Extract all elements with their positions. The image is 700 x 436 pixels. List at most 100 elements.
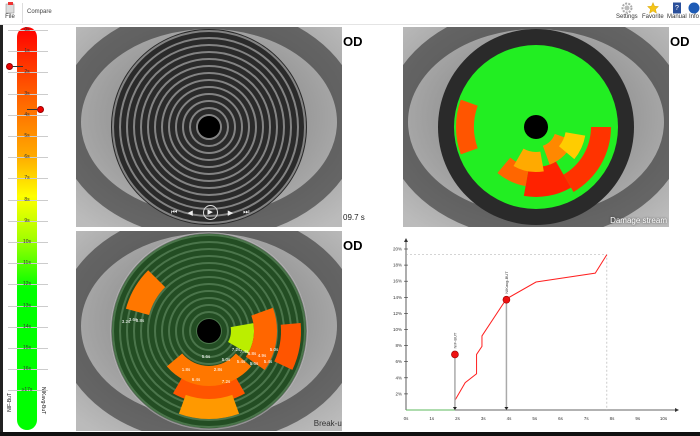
damage-segment [563, 127, 611, 192]
eye-side-label: OD [343, 34, 363, 49]
skip-forward-icon[interactable]: ⏭ [243, 208, 250, 216]
segment-time-label: 3.8s [136, 318, 145, 323]
breakup-map-image: 3.2s3.6s3.8s7.2s 7.4s 6.8s 4.9s5.6s5.0s 5.4s… [76, 231, 342, 431]
scale-tick-label: 6s [24, 154, 30, 161]
scale-tick-label: ≥17s [21, 387, 33, 394]
divider [22, 3, 23, 23]
svg-text:?: ? [675, 5, 679, 12]
scale-tick-label: 16s [22, 366, 32, 373]
nif-but-label: NIF-BuT [7, 393, 13, 412]
segment-time-label: 3.2s [122, 319, 131, 324]
placido-ring [189, 107, 229, 147]
breakup-segment [178, 394, 240, 419]
marker-line [27, 109, 37, 110]
x-tick-label: 2s [455, 416, 461, 421]
y-tick-label: 10% [393, 327, 402, 332]
x-tick-label: 4s [507, 416, 513, 421]
x-tick-label: 10s [660, 416, 668, 421]
x-tick-label: 0s [404, 416, 410, 421]
damage-stream-image [403, 27, 669, 227]
damage-stream-panel[interactable]: Damage stream [403, 27, 669, 227]
breakup-segment [166, 353, 252, 386]
placido-ring [175, 93, 243, 161]
placido-ring [133, 51, 285, 203]
breakup-segment [245, 307, 277, 371]
placido-ring [112, 30, 306, 224]
favorite-label: Favorite [642, 14, 664, 20]
file-label: File [5, 14, 15, 20]
manual-button[interactable]: ? Manual [667, 2, 687, 20]
x-tick-label: 9s [635, 416, 641, 421]
breakup-map-label: Break-up map [313, 419, 342, 428]
scale-tick-label: 2s [24, 69, 30, 76]
breakup-chart: 2% 4% 6% 8% 10% 12% 14% 16% 18% 20% 0s 1s 2s 3s 4s 5s 6s… [393, 238, 679, 421]
settings-button[interactable]: Settings [616, 2, 638, 20]
nif-but-marker [6, 63, 13, 70]
x-tick-label: 7s [584, 416, 590, 421]
pupil [198, 116, 220, 138]
x-axis-arrow [675, 408, 679, 412]
breakup-segment [228, 323, 255, 354]
segment-time-label: 5.0s [222, 357, 231, 362]
toolbar: File Compare Settings Favorite ? Manual … [0, 0, 700, 25]
breakup-segment [274, 322, 301, 370]
scale-tick [8, 263, 48, 265]
segment-time-label: 7.2s [222, 379, 231, 384]
damage-segment [456, 99, 478, 155]
segment-time-label: 6.4s [192, 377, 201, 382]
scale-tick-label: 0s [24, 27, 30, 33]
favorite-button[interactable]: Favorite [642, 2, 664, 20]
scale-tick [8, 348, 48, 349]
segment-time-label: 1.8s [182, 367, 191, 372]
eye-placido-image [76, 27, 342, 227]
x-tick-label: 3s [481, 416, 487, 421]
damage-segment [558, 132, 586, 160]
playback-controls: ⏮ ◀ ▶ ▶ ⏭ [171, 205, 249, 220]
x-tick-label: 5s [532, 416, 538, 421]
placido-ring [182, 100, 236, 154]
y-tick-label: 14% [393, 295, 402, 300]
info-icon [688, 2, 700, 14]
scale-tick [8, 51, 48, 53]
step-forward-icon[interactable]: ▶ [227, 209, 234, 217]
segment-time-label: 7.2s [232, 347, 241, 352]
but-marker-label: NIKavg-BUT [504, 271, 509, 294]
but-marker-point [502, 295, 511, 304]
scale-tick [8, 369, 48, 371]
scale-tick [8, 305, 48, 307]
file-menu[interactable]: File [4, 2, 16, 20]
x-tick-label: 1s [429, 416, 435, 421]
skip-back-icon[interactable]: ⏮ [171, 208, 178, 216]
nikavg-but-label: NIKavg-BuT [40, 387, 46, 415]
scale-tick [8, 220, 48, 222]
scale-tick-label: 1s [24, 48, 30, 55]
y-axis-arrow [404, 238, 408, 242]
scale-tick-label: 14s [22, 323, 32, 330]
step-back-icon[interactable]: ◀ [187, 209, 193, 217]
marker-arrow [452, 407, 457, 410]
compare-button[interactable]: Compare [27, 9, 52, 15]
segment-time-label: 4.9s [258, 353, 267, 358]
scale-tick-label: 15s [22, 345, 32, 351]
video-panel[interactable]: ⏮ ◀ ▶ ▶ ⏭ [76, 27, 342, 227]
scale-tick-label: 12s [22, 281, 32, 288]
y-tick-label: 18% [393, 263, 402, 268]
scale-tick-label: 10s [22, 239, 32, 245]
breakup-map-panel[interactable]: 3.2s 3.6s 3.8s 7.2s 7.4s 6.8s 4.9s 5.6s 5.0s 5.4s… [76, 231, 342, 431]
scale-tick-label: 3s [24, 90, 30, 97]
segment-time-label: 5.4s [264, 359, 273, 364]
segment-time-label: 5.0s [270, 347, 279, 352]
play-icon[interactable]: ▶ [202, 205, 218, 220]
placido-ring [147, 65, 271, 189]
info-button[interactable]: Info [688, 2, 700, 20]
window-bottom-edge [0, 432, 700, 436]
y-tick-label: 4% [395, 375, 402, 380]
segment-time-label: 6.8s [248, 351, 257, 356]
scale-tick [8, 390, 48, 392]
scale-tick [8, 114, 48, 116]
eye-side-label: OD [670, 34, 690, 49]
scale-tick-label: 8s [24, 196, 30, 203]
settings-label: Settings [616, 14, 638, 20]
color-tube [17, 27, 37, 430]
placido-ring [168, 86, 250, 168]
